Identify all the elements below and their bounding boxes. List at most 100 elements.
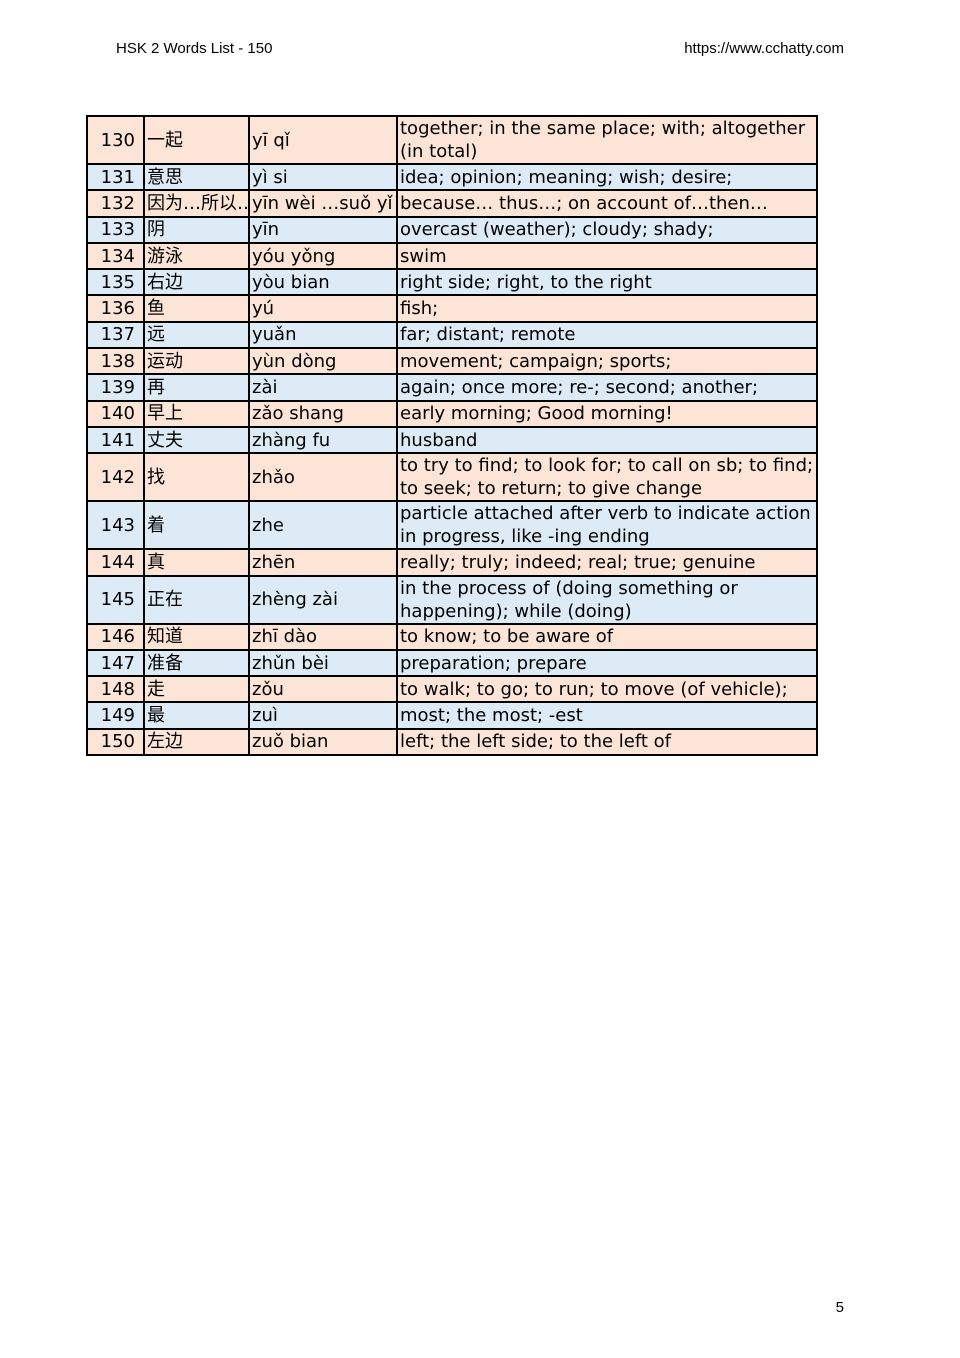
table-row: 145 正在 zhèng zài in the process of (doing s… bbox=[86, 574, 818, 625]
table-row: 148 走 zǒu to walk; to go; to run; to move (… bbox=[86, 675, 818, 704]
meaning-cell: most; the most; -est bbox=[396, 701, 818, 730]
table-row: 144 真 zhēn really; truly; indeed; real; tru… bbox=[86, 548, 818, 577]
table-row: 146 知道 zhī dào to know; to be aware of bbox=[86, 622, 818, 651]
meaning-cell: right side; right, to the right bbox=[396, 268, 818, 297]
word-number: 135 bbox=[86, 268, 145, 297]
table-row: 136 鱼 yú fish; bbox=[86, 294, 818, 323]
word-number: 145 bbox=[86, 574, 145, 625]
hanzi-cell: 运动 bbox=[143, 347, 250, 376]
meaning-cell: left; the left side; to the left of bbox=[396, 727, 818, 757]
meaning-cell: again; once more; re-; second; another; bbox=[396, 373, 818, 402]
table-row: 141 丈夫 zhàng fu husband bbox=[86, 425, 818, 455]
table-row: 147 准备 zhǔn bèi preparation; prepare bbox=[86, 648, 818, 678]
meaning-cell: movement; campaign; sports; bbox=[396, 347, 818, 376]
word-number: 131 bbox=[86, 162, 145, 192]
word-number: 144 bbox=[86, 548, 145, 577]
table-row: 138 运动 yùn dòng movement; campaign; sports; bbox=[86, 347, 818, 376]
hanzi-cell: 知道 bbox=[143, 622, 250, 651]
pinyin-cell: zhī dào bbox=[248, 622, 398, 651]
meaning-cell: to walk; to go; to run; to move (of vehi… bbox=[396, 675, 818, 704]
pinyin-cell: zhǎo bbox=[248, 452, 398, 503]
pinyin-cell: yī qǐ bbox=[248, 115, 398, 165]
table-row: 135 右边 yòu bian right side; right, to the r… bbox=[86, 268, 818, 297]
table-row: 150 左边 zuǒ bian left; the left side; to the… bbox=[86, 727, 818, 757]
word-number: 138 bbox=[86, 347, 145, 376]
word-number: 150 bbox=[86, 727, 145, 757]
pinyin-cell: yīn bbox=[248, 215, 398, 244]
word-number: 146 bbox=[86, 622, 145, 651]
hanzi-cell: 一起 bbox=[143, 115, 250, 165]
meaning-cell: swim bbox=[396, 241, 818, 271]
meaning-cell: to know; to be aware of bbox=[396, 622, 818, 651]
meaning-cell: really; truly; indeed; real; true; genui… bbox=[396, 548, 818, 577]
table-row: 140 早上 zǎo shang early morning; Good mornin… bbox=[86, 399, 818, 428]
pinyin-cell: zài bbox=[248, 373, 398, 402]
meaning-cell: far; distant; remote bbox=[396, 320, 818, 350]
word-number: 140 bbox=[86, 399, 145, 428]
vocabulary-table: 130 一起 yī qǐ together; in the same place; w… bbox=[86, 115, 818, 757]
hanzi-cell: 最 bbox=[143, 701, 250, 730]
hanzi-cell: 阴 bbox=[143, 215, 250, 244]
word-number: 137 bbox=[86, 320, 145, 350]
pinyin-cell: yuǎn bbox=[248, 320, 398, 350]
pinyin-cell: yīn wèi …suǒ yǐ bbox=[248, 189, 398, 218]
table-row: 143 着 zhe particle attached after verb to i… bbox=[86, 500, 818, 551]
table-row: 137 远 yuǎn far; distant; remote bbox=[86, 320, 818, 350]
word-number: 147 bbox=[86, 648, 145, 678]
pinyin-cell: yóu yǒng bbox=[248, 241, 398, 271]
table-row: 149 最 zuì most; the most; -est bbox=[86, 701, 818, 730]
word-number: 142 bbox=[86, 452, 145, 503]
meaning-cell: to try to find; to look for; to call on … bbox=[396, 452, 818, 503]
table-row: 133 阴 yīn overcast (weather); cloudy; shady… bbox=[86, 215, 818, 244]
pinyin-cell: zhàng fu bbox=[248, 425, 398, 455]
pinyin-cell: yì si bbox=[248, 162, 398, 192]
hanzi-cell: 意思 bbox=[143, 162, 250, 192]
meaning-cell: because… thus…; on account of…then… bbox=[396, 189, 818, 218]
pinyin-cell: zuǒ bian bbox=[248, 727, 398, 757]
word-number: 132 bbox=[86, 189, 145, 218]
meaning-cell: overcast (weather); cloudy; shady; bbox=[396, 215, 818, 244]
hanzi-cell: 正在 bbox=[143, 574, 250, 625]
pinyin-cell: zhēn bbox=[248, 548, 398, 577]
header-title: HSK 2 Words List - 150 bbox=[116, 40, 273, 57]
table-row: 139 再 zài again; once more; re-; second; an… bbox=[86, 373, 818, 402]
pinyin-cell: zhǔn bèi bbox=[248, 648, 398, 678]
hanzi-cell: 鱼 bbox=[143, 294, 250, 323]
meaning-cell: early morning; Good morning! bbox=[396, 399, 818, 428]
pinyin-cell: yùn dòng bbox=[248, 347, 398, 376]
table-row: 130 一起 yī qǐ together; in the same place; w… bbox=[86, 115, 818, 165]
pinyin-cell: zhèng zài bbox=[248, 574, 398, 625]
word-number: 148 bbox=[86, 675, 145, 704]
word-number: 134 bbox=[86, 241, 145, 271]
page-number: 5 bbox=[835, 1299, 844, 1316]
table-row: 142 找 zhǎo to try to find; to look for; to … bbox=[86, 452, 818, 503]
hanzi-cell: 早上 bbox=[143, 399, 250, 428]
meaning-cell: particle attached after verb to indicate… bbox=[396, 500, 818, 551]
word-number: 143 bbox=[86, 500, 145, 551]
pinyin-cell: zhe bbox=[248, 500, 398, 551]
hanzi-cell: 右边 bbox=[143, 268, 250, 297]
hanzi-cell: 远 bbox=[143, 320, 250, 350]
table-row: 132 因为…所以… yīn wèi …suǒ yǐ because… thus…; … bbox=[86, 189, 818, 218]
hanzi-cell: 着 bbox=[143, 500, 250, 551]
header-url[interactable]: https://www.cchatty.com bbox=[684, 40, 844, 57]
table-row: 134 游泳 yóu yǒng swim bbox=[86, 241, 818, 271]
pinyin-cell: yú bbox=[248, 294, 398, 323]
hanzi-cell: 真 bbox=[143, 548, 250, 577]
hanzi-cell: 找 bbox=[143, 452, 250, 503]
meaning-cell: in the process of (doing something or ha… bbox=[396, 574, 818, 625]
word-number: 149 bbox=[86, 701, 145, 730]
word-number: 139 bbox=[86, 373, 145, 402]
pinyin-cell: zǎo shang bbox=[248, 399, 398, 428]
hanzi-cell: 走 bbox=[143, 675, 250, 704]
meaning-cell: husband bbox=[396, 425, 818, 455]
meaning-cell: idea; opinion; meaning; wish; desire; bbox=[396, 162, 818, 192]
meaning-cell: fish; bbox=[396, 294, 818, 323]
hanzi-cell: 再 bbox=[143, 373, 250, 402]
word-number: 130 bbox=[86, 115, 145, 165]
table-row: 131 意思 yì si idea; opinion; meaning; wish; … bbox=[86, 162, 818, 192]
pinyin-cell: zǒu bbox=[248, 675, 398, 704]
word-number: 133 bbox=[86, 215, 145, 244]
hanzi-cell: 丈夫 bbox=[143, 425, 250, 455]
hanzi-cell: 因为…所以… bbox=[143, 189, 250, 218]
